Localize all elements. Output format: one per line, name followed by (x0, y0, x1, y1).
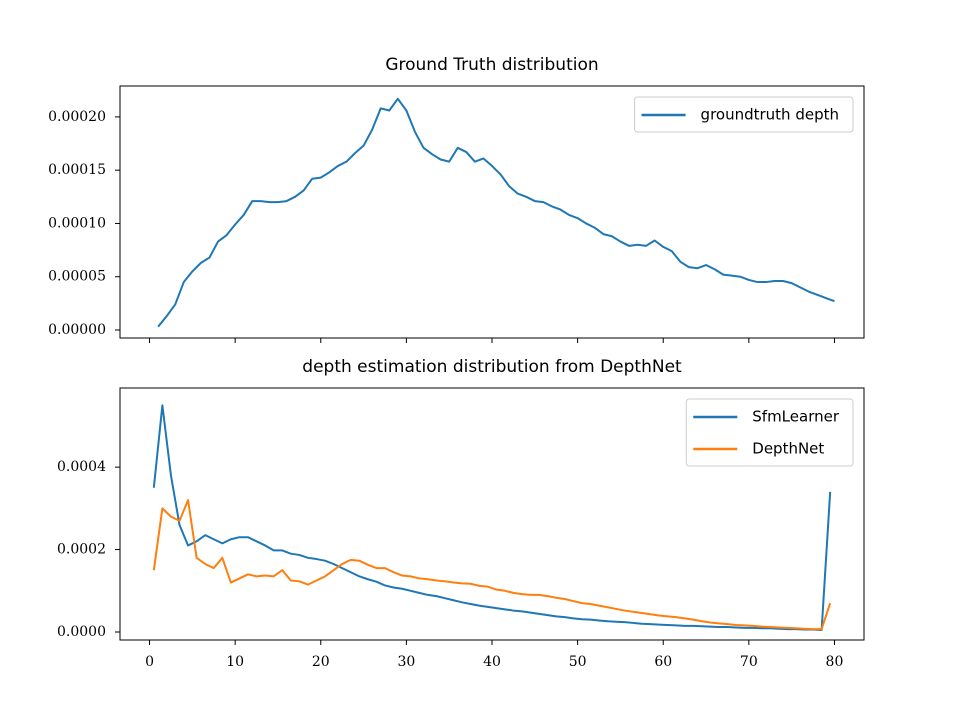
y-tick-label: 0.00005 (48, 269, 106, 285)
y-tick-label: 0.0000 (57, 624, 106, 640)
chart-title: depth estimation distribution from Depth… (302, 357, 682, 377)
y-tick-label: 0.00010 (48, 215, 106, 231)
x-tick-label: 20 (312, 654, 330, 670)
x-tick-label: 70 (740, 654, 758, 670)
x-tick-label: 0 (145, 654, 154, 670)
legend-label: groundtruth depth (701, 106, 839, 124)
legend: SfmLearner DepthNet (685, 398, 854, 467)
axes-frame (119, 387, 865, 641)
x-tick-label: 60 (654, 654, 672, 670)
x-tick-label: 30 (397, 654, 415, 670)
legend-label: SfmLearner (752, 408, 840, 426)
y-tick-label: 0.0002 (57, 542, 106, 558)
data-line (152, 499, 832, 631)
legend-label: DepthNet (752, 440, 824, 458)
data-line (152, 404, 832, 631)
chart-title: Ground Truth distribution (385, 55, 598, 75)
y-tick-label: 0.0004 (57, 459, 106, 475)
y-tick-label: 0.00020 (48, 109, 106, 125)
x-tick-label: 50 (569, 654, 587, 670)
legend-box (634, 96, 854, 133)
data-line (157, 97, 835, 328)
axes-frame (119, 85, 865, 339)
x-tick-label: 80 (826, 654, 844, 670)
legend: groundtruth depth (634, 96, 854, 133)
x-tick-label: 10 (226, 654, 244, 670)
y-tick-label: 0.00000 (48, 322, 106, 338)
y-tick-label: 0.00015 (48, 162, 106, 178)
x-tick-label: 40 (483, 654, 501, 670)
